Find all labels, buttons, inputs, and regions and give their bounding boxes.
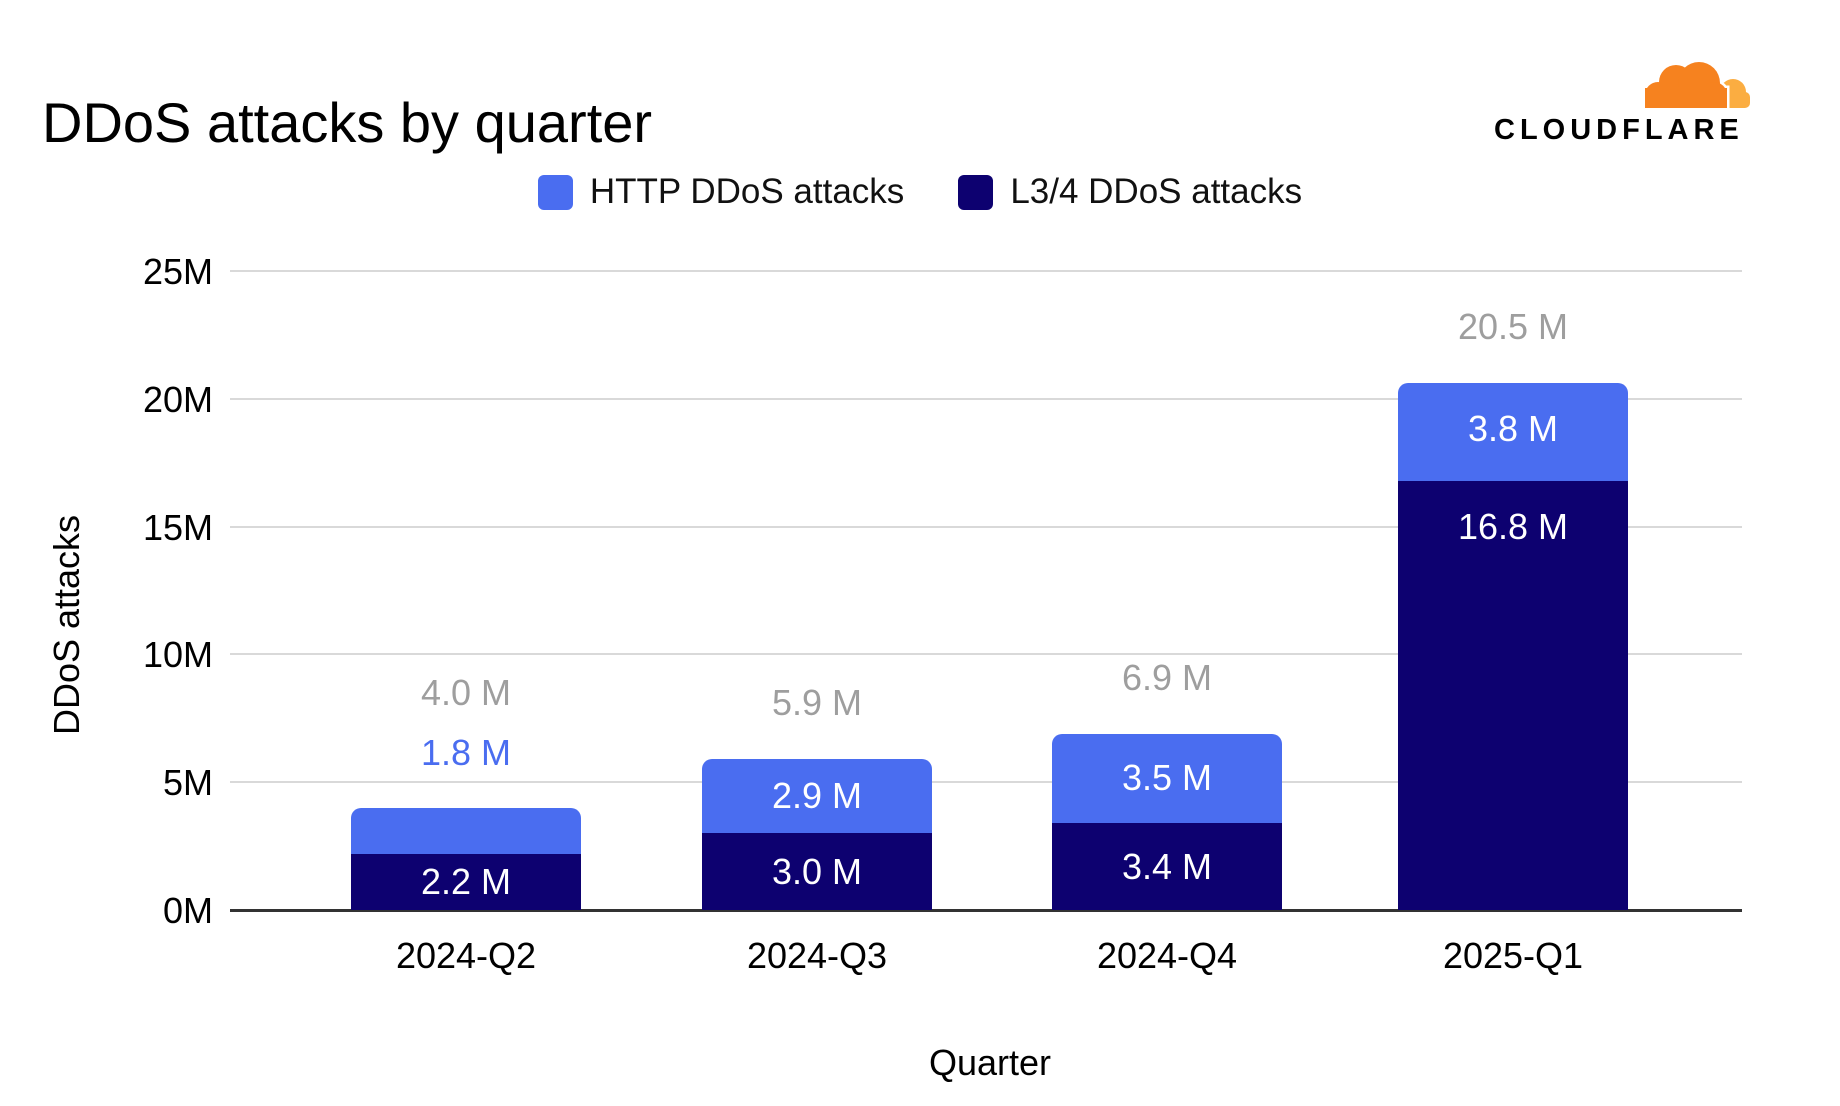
legend-label-http: HTTP DDoS attacks [589,172,905,211]
bar-segment-l34 [702,833,932,910]
chart-legend: HTTP DDoS attacks L3/4 DDoS attacks [0,172,1840,212]
legend-label-l34: L3/4 DDoS attacks [1010,172,1303,211]
bar-segment-l34 [351,853,581,910]
segment-label-l34: 3.4 M [1121,845,1213,887]
x-axis-title: Quarter [928,1042,1052,1083]
x-tick-label: 2025-Q1 [1442,935,1584,976]
bar-segment-l34 [1052,823,1282,910]
segment-label-http: 3.5 M [1121,757,1213,799]
y-tick-label: 5M [162,762,213,804]
y-axis-title: DDoS attacks [46,514,87,736]
y-tick-label: 20M [142,378,213,420]
y-tick-label: 0M [162,890,213,931]
page-title: DDoS attacks by quarter [42,90,653,154]
legend-item-http: HTTP DDoS attacks [537,172,905,212]
total-label: 4.0 M [420,671,512,713]
bar-segment-http [351,807,581,854]
total-label: 20.5 M [1457,306,1569,348]
legend-swatch-http [537,174,573,210]
total-label: 5.9 M [771,682,863,724]
gridline-0M [230,909,1742,912]
y-tick-label: 25M [142,251,213,292]
segment-label-http: 1.8 M [420,731,512,773]
gridline-20M [230,397,1742,400]
gridline-15M [230,525,1742,528]
gridline-10M [230,653,1742,656]
bar-segment-http [1398,383,1628,481]
legend-item-l34: L3/4 DDoS attacks [958,172,1302,212]
segment-label-l34: 3.0 M [771,850,863,892]
gridline-5M [230,781,1742,784]
y-tick-label: 10M [142,634,213,676]
bar-segment-http [702,759,932,834]
cloudflare-logo: CLOUDFLARE [1494,52,1760,145]
segment-label-l34: 16.8 M [1457,505,1569,547]
gridline-25M [230,270,1742,272]
legend-swatch-l34 [958,174,994,210]
x-tick-label: 2024-Q3 [746,935,888,976]
cloudflare-wordmark: CLOUDFLARE [1494,114,1744,146]
segment-label-l34: 2.2 M [420,860,512,902]
x-tick-label: 2024-Q4 [1096,935,1238,976]
segment-label-http: 3.8 M [1467,408,1559,450]
total-label: 6.9 M [1121,656,1213,698]
cloudflare-cloud-icon [1642,59,1750,108]
segment-label-http: 2.9 M [771,775,863,817]
bar-segment-l34 [1398,480,1628,910]
bar-segment-http [1052,733,1282,824]
x-tick-label: 2024-Q2 [395,935,537,976]
y-tick-label: 15M [142,506,213,548]
